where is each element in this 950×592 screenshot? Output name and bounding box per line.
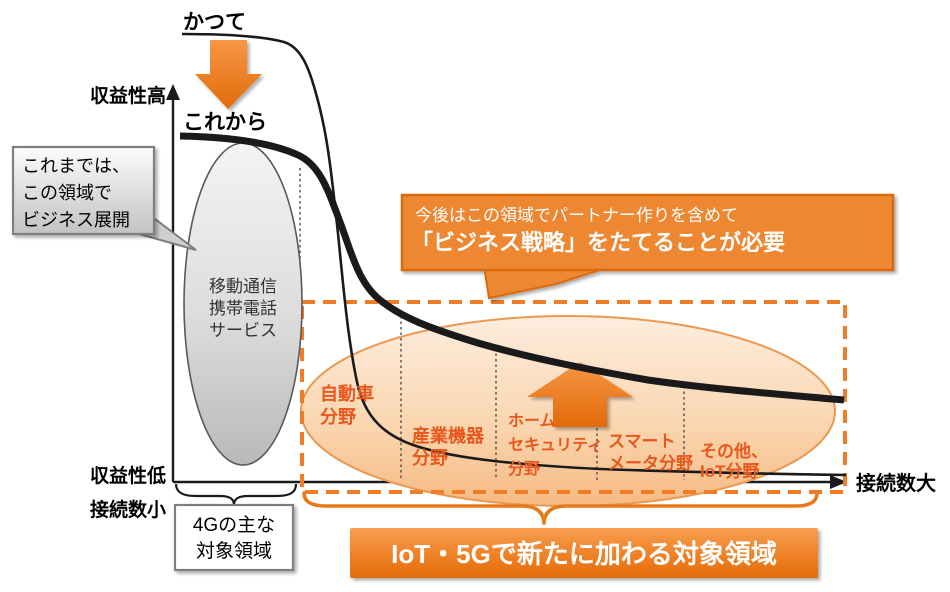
orange-callout-line2: 「ビジネス戦略」をたてることが必要 bbox=[411, 230, 785, 255]
orange-callout-box bbox=[400, 193, 895, 272]
segment-label-industrial-line2: 分野 bbox=[412, 448, 448, 468]
x-axis-small-label: 接続数小 bbox=[90, 498, 166, 521]
gray-callout-line3: ビジネス展開 bbox=[22, 210, 130, 230]
growth-up-arrow-icon bbox=[527, 362, 633, 427]
iot-5g-banner bbox=[350, 528, 818, 578]
past-curve bbox=[181, 32, 847, 477]
legacy-ellipse-line2: 携帯電話 bbox=[209, 299, 277, 318]
orange-callout-line1: 今後はこの領域でパートナー作りを含めて bbox=[415, 206, 738, 225]
segment-label-automotive-line1: 自動車 bbox=[320, 383, 374, 404]
legacy-ellipse-line3: サービス bbox=[209, 321, 277, 340]
segment-label-automotive-line2: 分野 bbox=[320, 407, 356, 427]
past-curve-label: かつて bbox=[183, 11, 246, 34]
y-axis-low-label: 収益性低 bbox=[90, 464, 166, 487]
gray-callout-line2: この領域で bbox=[22, 183, 112, 203]
x-axis-large-label: 接続数大 bbox=[856, 471, 936, 495]
y-axis-high-label: 収益性高 bbox=[90, 84, 166, 107]
segment-label-smartmeter-line1: スマート bbox=[608, 432, 676, 451]
future-curve bbox=[179, 132, 845, 404]
decline-down-arrow-icon bbox=[195, 40, 262, 109]
segment-label-other-iot-line2: IoT分野 bbox=[700, 462, 760, 481]
box-4g-line2: 対象領域 bbox=[196, 540, 272, 562]
segment-label-homesecurity-line2: セキュリティ bbox=[508, 437, 603, 454]
segment-label-homesecurity-line1: ホーム bbox=[508, 412, 556, 430]
iot-5g-banner-label: IoT・5Gで新たに加わる対象領域 bbox=[391, 539, 777, 569]
future-curve-label: これから bbox=[183, 111, 267, 134]
orange-brace-iot bbox=[302, 491, 819, 525]
segment-label-other-iot-line1: その他、 bbox=[700, 441, 768, 461]
black-brace-4g bbox=[174, 483, 298, 506]
segment-label-smartmeter-line2: メータ分野 bbox=[608, 454, 693, 473]
segment-label-homesecurity-line3: 分野 bbox=[508, 460, 540, 478]
x-axis-arrowhead-icon bbox=[830, 475, 847, 489]
y-axis-arrowhead-icon bbox=[166, 84, 180, 100]
iot-target-dashed-rect bbox=[300, 300, 847, 494]
box-4g-line1: 4Gの主な bbox=[193, 514, 275, 536]
box-4g-target bbox=[173, 503, 295, 572]
gray-callout-box bbox=[11, 145, 156, 236]
segment-label-industrial-line1: 産業機器 bbox=[412, 425, 485, 446]
gray-callout-line1: これまでは、 bbox=[22, 156, 130, 176]
legacy-ellipse-line1: 移動通信 bbox=[209, 277, 277, 296]
